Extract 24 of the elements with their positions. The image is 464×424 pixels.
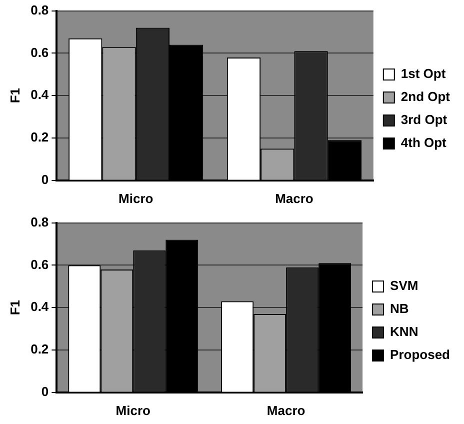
y-tick-label: 0.8 bbox=[30, 2, 49, 18]
y-axis-title: F1 bbox=[7, 300, 22, 316]
legend-label: SVM bbox=[390, 278, 418, 294]
y-tick-label: 0.2 bbox=[30, 342, 49, 357]
y-tick-label: 0.6 bbox=[30, 44, 49, 60]
y-tick-label: 0.8 bbox=[30, 214, 49, 230]
legend-label: KNN bbox=[390, 324, 418, 340]
legend-label: 4th Opt bbox=[400, 135, 448, 150]
legend-label: NB bbox=[390, 301, 409, 316]
y-tick-label: 0 bbox=[41, 384, 49, 399]
x-tick-label: Macro bbox=[275, 190, 314, 206]
y-tick-label: 0.4 bbox=[30, 299, 50, 314]
y-tick-label: 0.6 bbox=[30, 256, 49, 272]
legend-label: 3rd Opt bbox=[400, 112, 448, 128]
x-tick-label: Micro bbox=[118, 190, 154, 206]
legend-label: 2nd Opt bbox=[400, 89, 451, 104]
y-tick-label: 0.2 bbox=[30, 130, 49, 145]
y-tick-label: 0 bbox=[41, 172, 49, 187]
legend-label: 1st Opt bbox=[400, 66, 446, 82]
y-axis-title: F1 bbox=[7, 88, 22, 104]
legend-label: Proposed bbox=[390, 347, 450, 362]
x-tick-label: Macro bbox=[266, 402, 306, 418]
x-tick-label: Micro bbox=[116, 402, 151, 418]
y-tick-label: 0.4 bbox=[30, 87, 50, 102]
